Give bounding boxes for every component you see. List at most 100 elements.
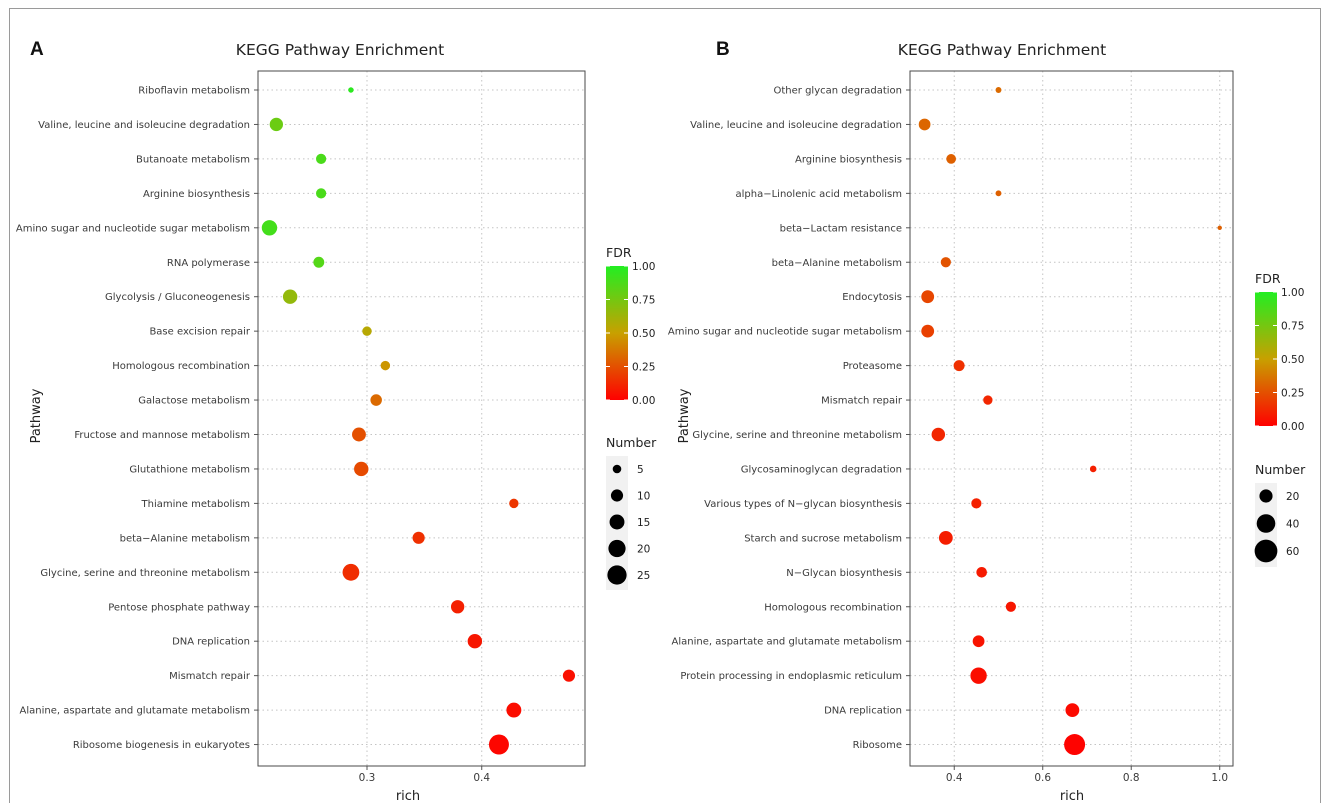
data-point [370, 394, 382, 406]
data-point [562, 669, 576, 682]
data-point [316, 153, 327, 164]
size-legend-dot [609, 514, 625, 530]
y-tick-label: Ribosome biogenesis in eukaryotes [73, 740, 250, 751]
x-tick-label: 0.4 [946, 772, 963, 784]
data-point [971, 498, 982, 509]
size-legend-label: 20 [1286, 491, 1299, 503]
y-tick-label: N−Glycan biosynthesis [786, 568, 902, 579]
data-point [509, 498, 519, 509]
size-legend-label: 20 [637, 544, 650, 556]
x-tick-label: 0.6 [1034, 772, 1051, 784]
data-point [972, 635, 985, 648]
panel-b-title: KEGG Pathway Enrichment [898, 41, 1106, 59]
y-tick-label: Various types of N−glycan biosynthesis [704, 499, 902, 510]
data-point [1065, 703, 1080, 717]
panel-b-y-ticks: Other glycan degradation Valine, leucine … [668, 86, 910, 751]
size-legend-label: 60 [1286, 546, 1299, 558]
y-tick-label: Amino sugar and nucleotide sugar metabol… [16, 223, 250, 234]
size-legend-dot [608, 539, 626, 558]
size-legend-dot [1256, 514, 1276, 533]
data-point [1005, 601, 1016, 612]
colorbar-tick-label: 0.50 [632, 328, 655, 340]
data-point [506, 702, 522, 718]
data-point [921, 290, 935, 304]
data-point [995, 190, 1002, 197]
y-tick-label: Ribosome [853, 740, 902, 751]
data-point [269, 117, 284, 132]
size-legend-label: 10 [637, 491, 650, 503]
size-legend-dot [610, 489, 624, 502]
y-tick-label: RNA polymerase [167, 258, 250, 269]
data-point [261, 220, 278, 236]
y-tick-label: beta−Alanine metabolism [120, 533, 250, 544]
panel-a-plot-border [257, 70, 586, 767]
size-legend-dot [1254, 539, 1278, 563]
panel-a-y-ticks: Riboflavin metabolism Valine, leucine and… [16, 86, 258, 751]
colorbar-tick-label: 0.75 [1281, 321, 1304, 333]
y-tick-label: Glutathione metabolism [129, 464, 250, 475]
panel-a-fdr-ticks: 1.00 0.75 0.50 0.25 0.00 [606, 261, 655, 407]
panel-b-size-legend-title: Number [1255, 462, 1306, 477]
panel-b-fdr-ticks: 1.00 0.75 0.50 0.25 0.00 [1255, 287, 1304, 433]
y-tick-label: beta−Lactam resistance [780, 223, 902, 234]
data-point [352, 427, 366, 442]
y-tick-label: Endocytosis [842, 292, 902, 303]
panel-b-fdr-colorbar [1255, 292, 1277, 426]
data-point [1064, 734, 1086, 756]
panel-a-x-ticks: 0.3 0.4 [359, 766, 490, 784]
data-point [380, 360, 391, 371]
panel-b-plot-border [909, 70, 1234, 767]
y-tick-label: Butanoate metabolism [136, 154, 250, 165]
data-point [348, 87, 354, 93]
y-tick-label: Galactose metabolism [138, 396, 250, 407]
data-point [488, 734, 509, 755]
y-tick-label: Alanine, aspartate and glutamate metabol… [672, 637, 902, 648]
y-tick-label: Glycosaminoglycan degradation [741, 464, 902, 475]
size-legend-label: 40 [1286, 519, 1299, 531]
data-point [282, 289, 298, 304]
data-point [316, 188, 327, 199]
panel-b-gridlines [910, 71, 1233, 766]
y-tick-label: Arginine biosynthesis [795, 154, 902, 165]
y-tick-label: Homologous recombination [112, 361, 250, 372]
y-tick-label: Valine, leucine and isoleucine degradati… [38, 120, 250, 131]
panel-a: A KEGG Pathway Enrichment rich Pathway R… [16, 39, 657, 803]
panel-b-fdr-legend: FDR 1.00 0.75 0.50 0.25 0.00 [1255, 271, 1304, 433]
y-tick-label: Fructose and mannose metabolism [74, 430, 250, 441]
colorbar-tick-label: 0.00 [632, 395, 655, 407]
panel-b-x-axis-label: rich [1060, 789, 1084, 803]
panel-b-points [918, 87, 1222, 756]
y-tick-label: Valine, leucine and isoleucine degradati… [690, 120, 902, 131]
panel-b: B KEGG Pathway Enrichment rich Pathway O… [668, 39, 1306, 803]
panel-a-y-axis-label: Pathway [29, 388, 44, 443]
colorbar-tick-label: 1.00 [1281, 287, 1304, 299]
panel-b-y-axis-label: Pathway [677, 388, 692, 443]
panel-b-x-ticks: 0.4 0.6 0.8 1.0 [946, 766, 1228, 784]
panel-a-points [261, 87, 576, 755]
data-point [983, 395, 993, 405]
y-tick-label: Mismatch repair [169, 671, 251, 682]
x-tick-label: 0.8 [1123, 772, 1140, 784]
colorbar-tick-label: 0.50 [1281, 354, 1304, 366]
colorbar-tick-label: 1.00 [632, 261, 655, 273]
y-tick-label: Base excision repair [149, 327, 250, 338]
panel-a-fdr-legend-title: FDR [606, 245, 632, 260]
data-point [995, 87, 1002, 93]
x-tick-label: 0.4 [473, 772, 490, 784]
y-tick-label: Pentose phosphate pathway [108, 602, 250, 613]
y-tick-label: Homologous recombination [764, 602, 902, 613]
size-legend-label: 25 [637, 570, 650, 582]
figure-frame [9, 8, 1321, 803]
x-tick-label: 0.3 [359, 772, 376, 784]
data-point [953, 360, 965, 372]
panel-a-title: KEGG Pathway Enrichment [236, 41, 444, 59]
colorbar-tick-label: 0.00 [1281, 421, 1304, 433]
data-point [918, 118, 931, 131]
colorbar-tick-label: 0.25 [1281, 388, 1304, 400]
size-legend-dot [612, 464, 622, 474]
y-tick-label: Amino sugar and nucleotide sugar metabol… [668, 327, 902, 338]
size-legend-label: 15 [637, 517, 650, 529]
x-tick-label: 1.0 [1211, 772, 1228, 784]
panel-a-size-legend-title: Number [606, 435, 657, 450]
